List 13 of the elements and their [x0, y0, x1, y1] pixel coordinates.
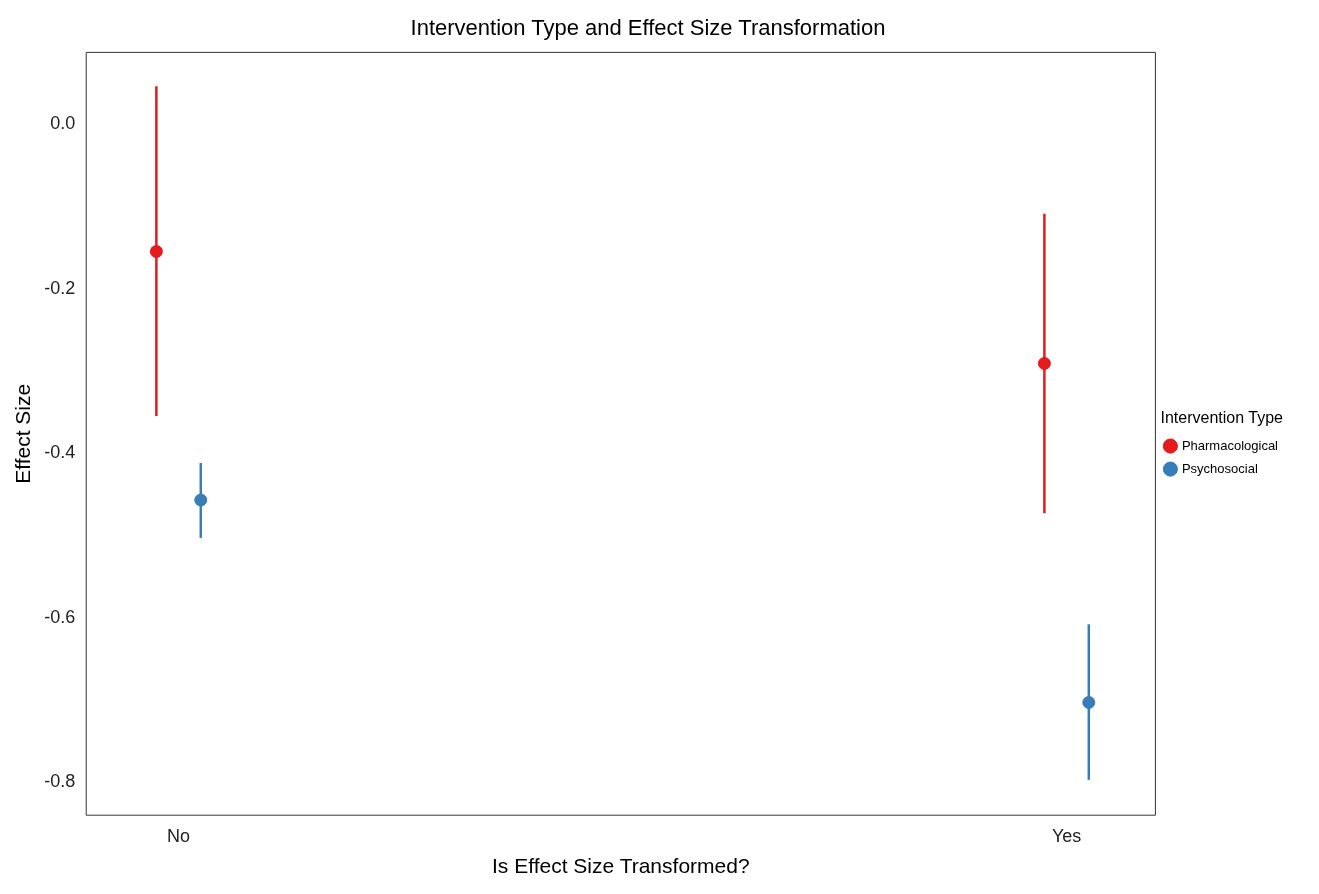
- legend-label: Psychosocial: [1181, 460, 1258, 476]
- y-tick-label: -0.6: [44, 606, 76, 627]
- y-tick-label: -0.4: [44, 442, 76, 463]
- x-tick-label: No: [167, 825, 191, 846]
- legend-title: Intervention Type: [1160, 408, 1284, 426]
- y-tick-label: -0.8: [44, 771, 76, 792]
- y-axis-title: Effect Size: [11, 383, 35, 484]
- y-tick-label: 0.0: [50, 112, 76, 133]
- chart-title: Intervention Type and Effect Size Transformation: [410, 15, 886, 41]
- legend-label: Pharmacological: [1181, 437, 1279, 453]
- x-tick-label: Yes: [1051, 825, 1082, 846]
- y-tick-label: -0.2: [44, 277, 76, 298]
- x-axis-title: Is Effect Size Transformed?: [492, 854, 750, 878]
